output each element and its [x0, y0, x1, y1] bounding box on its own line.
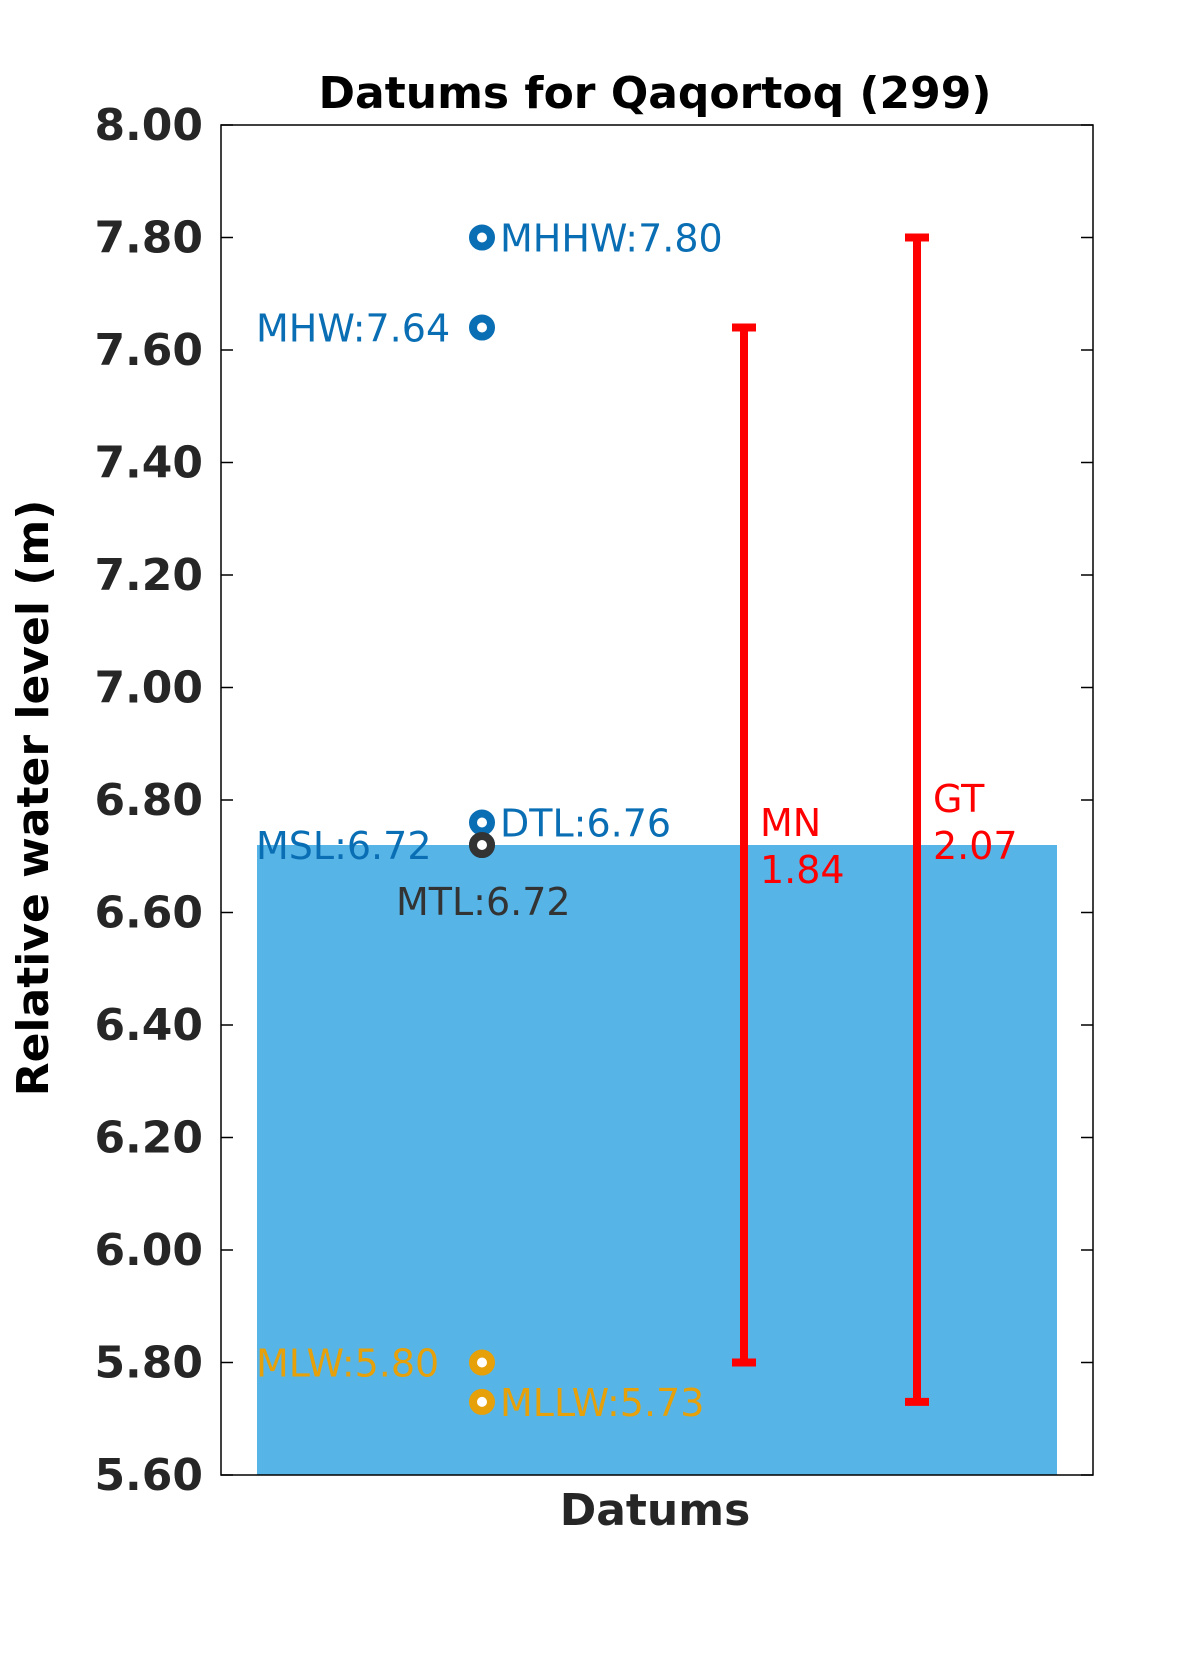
y-tick-label: 5.80 [94, 1338, 203, 1389]
y-tick-label: 6.00 [94, 1225, 203, 1276]
y-tick-label: 7.40 [94, 438, 203, 489]
datum-marker [469, 224, 495, 251]
datum-label: MTL:6.72 [396, 880, 571, 924]
msl-bar [257, 845, 1057, 1475]
y-tick-label: 6.40 [94, 1000, 203, 1051]
datum-label: MHW:7.64 [256, 307, 450, 351]
datum-label: MLW:5.80 [256, 1342, 439, 1386]
y-tick-label: 6.60 [94, 888, 203, 939]
datum-label: DTL:6.76 [500, 802, 671, 846]
datum-label: MSL:6.72 [256, 824, 432, 868]
y-tick-label: 8.00 [94, 100, 203, 151]
y-tick-label: 7.20 [94, 550, 203, 601]
datum-marker [469, 832, 495, 858]
range-value: 1.84 [760, 848, 845, 892]
y-tick-label: 6.20 [94, 1113, 203, 1164]
range-name: GT [933, 777, 985, 821]
chart-title: Datums for Qaqortoq (299) [319, 68, 992, 119]
y-tick-label: 7.80 [94, 213, 203, 264]
y-tick-label: 7.60 [94, 325, 203, 376]
datum-label: MLLW:5.73 [500, 1381, 704, 1425]
datum-marker [469, 1349, 495, 1376]
y-tick-label: 5.60 [94, 1450, 203, 1501]
y-axis-label: Relative water level (m) [8, 500, 59, 1097]
datum-marker [469, 314, 495, 341]
y-tick-label: 7.00 [94, 663, 203, 714]
datum-label: MHHW:7.80 [500, 217, 723, 261]
range-value: 2.07 [933, 824, 1018, 868]
datum-marker [469, 1388, 495, 1415]
plot-area: 5.60 5.80 6.00 6.20 6.40 6.60 6.80 7.00 7.20 7.40… [94, 100, 1094, 1501]
x-axis-label: Datums [560, 1485, 751, 1536]
range-name: MN [760, 801, 821, 845]
datum-marker [469, 809, 495, 836]
y-tick-label: 6.80 [94, 775, 203, 826]
